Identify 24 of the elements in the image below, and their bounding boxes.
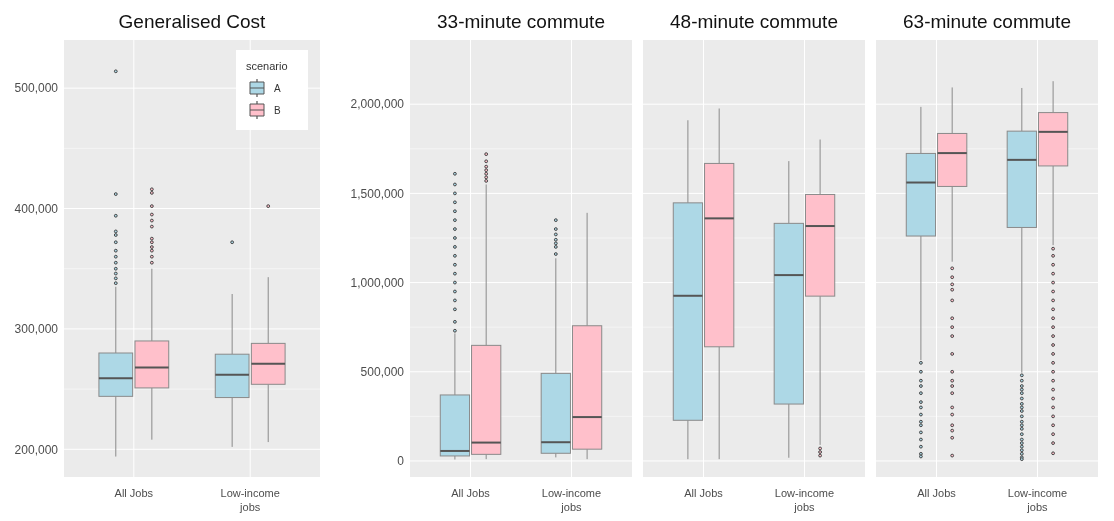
- x-tick-label: All Jobs: [917, 487, 957, 499]
- chart-title: 33-minute commute: [437, 11, 605, 32]
- y-tick-label: 500,000: [14, 81, 59, 96]
- y-tick-label: 1,500,000: [350, 186, 405, 201]
- y-tick-label: 300,000: [14, 322, 59, 337]
- x-tick-label: Low-income jobs: [220, 487, 280, 513]
- y-tick-label: 200,000: [14, 442, 59, 457]
- chart-title: Generalised Cost: [118, 11, 267, 32]
- y-tick-label: 1,000,000: [350, 275, 405, 290]
- y-tick-label: 2,000,000: [350, 97, 405, 112]
- x-tick-label: Low-income jobs: [1007, 487, 1068, 513]
- y-tick-label: 0: [397, 454, 405, 469]
- legend-title: scenario: [246, 60, 288, 72]
- chart-title: 48-minute commute: [670, 11, 838, 32]
- chart-title: 63-minute commute: [903, 11, 1071, 32]
- x-tick-label: All Jobs: [114, 487, 154, 499]
- y-tick-label: 400,000: [14, 201, 59, 216]
- x-tick-label: All Jobs: [684, 487, 724, 499]
- legend-label: B: [274, 105, 281, 116]
- x-tick-label: Low-income jobs: [774, 487, 835, 513]
- y-tick-label: 500,000: [360, 364, 405, 379]
- legend-label: A: [274, 83, 281, 94]
- x-tick-label: Low-income jobs: [541, 487, 602, 513]
- x-tick-label: All Jobs: [451, 487, 491, 499]
